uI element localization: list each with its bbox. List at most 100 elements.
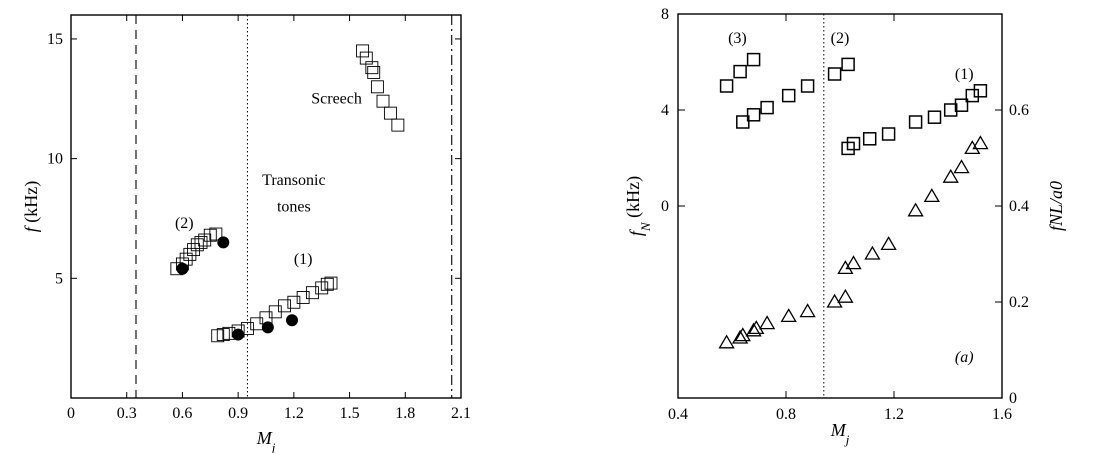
right-square-marker bbox=[733, 64, 747, 79]
right-triangle-marker bbox=[845, 255, 862, 270]
left-square-marker bbox=[365, 61, 379, 75]
left-square-marker bbox=[187, 243, 201, 257]
right-square-marker bbox=[943, 103, 958, 117]
left-filled-circle-marker bbox=[176, 262, 189, 275]
right-square-marker bbox=[746, 108, 761, 122]
left-panel: 0 0.3 0.6 0.9 1.2 1.5 1.8 2.1 5 10 15 (2) Transonic t… bbox=[21, 14, 471, 453]
right-square-marker bbox=[954, 98, 969, 112]
left-square-marker bbox=[367, 65, 381, 79]
right-triangle-marker bbox=[745, 322, 762, 337]
right-triangle-marker bbox=[907, 202, 924, 217]
left-filled-circle-marker bbox=[217, 236, 230, 249]
left-x-tick-label: 0.9 bbox=[228, 405, 248, 422]
right-square-marker bbox=[736, 115, 750, 129]
right-square-marker bbox=[719, 79, 734, 93]
left-annotation: tones bbox=[277, 198, 311, 215]
left-square-marker bbox=[278, 299, 292, 313]
left-square-marker bbox=[391, 118, 405, 132]
right-y-tick-label: 0 bbox=[661, 198, 669, 215]
right-triangle-marker bbox=[734, 327, 751, 342]
left-x-tick-label: 2.1 bbox=[451, 405, 471, 422]
right-square-marker bbox=[965, 88, 980, 103]
left-x-tick-label: 0.3 bbox=[117, 405, 137, 422]
left-y-tick-label: 5 bbox=[55, 270, 63, 287]
right-x-tick-label: 1.6 bbox=[992, 406, 1012, 423]
left-square-marker bbox=[324, 276, 338, 290]
left-square-marker bbox=[190, 238, 204, 252]
right-triangle-marker bbox=[972, 135, 989, 150]
right-annotation: (3) bbox=[728, 30, 747, 47]
left-x-tick-label: 1.8 bbox=[395, 405, 415, 422]
right-triangle-marker bbox=[880, 236, 897, 251]
left-annotation: Transonic bbox=[262, 172, 325, 189]
right-y2-tick-label: 0.2 bbox=[1009, 294, 1029, 311]
left-x-tick-label: 0.6 bbox=[172, 405, 192, 422]
right-square-marker bbox=[841, 57, 855, 72]
left-filled-circle-marker bbox=[232, 328, 245, 341]
left-x-axis-label: Mj bbox=[256, 428, 276, 453]
right-y2-tick-label: 0.6 bbox=[1009, 102, 1029, 119]
left-annotation: (2) bbox=[175, 215, 194, 232]
right-triangle-marker bbox=[923, 188, 940, 203]
right-square-marker bbox=[846, 136, 861, 151]
right-triangle-marker bbox=[758, 315, 776, 330]
right-triangle-marker bbox=[731, 329, 749, 344]
right-y2-tick-label: 0 bbox=[1009, 390, 1017, 407]
right-triangle-marker bbox=[718, 334, 735, 349]
left-annotation: Screech bbox=[311, 91, 362, 108]
right-square-marker bbox=[927, 110, 942, 124]
right-triangle-marker bbox=[942, 168, 959, 183]
right-triangle-marker bbox=[864, 245, 881, 260]
right-triangle-marker bbox=[780, 308, 797, 323]
right-x-tick-label: 0.4 bbox=[668, 406, 688, 423]
left-y-axis-label: f (kHz) bbox=[21, 181, 42, 233]
left-x-tick-label: 1.2 bbox=[284, 405, 304, 422]
right-annotation: (2) bbox=[831, 30, 850, 47]
right-triangle-marker bbox=[748, 320, 765, 335]
left-y-tick-label: 10 bbox=[47, 151, 63, 168]
right-square-marker bbox=[973, 84, 988, 98]
right-square-marker bbox=[760, 100, 774, 115]
left-square-marker bbox=[296, 291, 310, 304]
right-y-tick-label: 4 bbox=[661, 102, 669, 119]
left-square-marker bbox=[320, 277, 334, 291]
right-x-axis-label: Mj bbox=[830, 420, 850, 447]
left-square-marker bbox=[240, 322, 254, 336]
right-triangle-marker bbox=[964, 140, 981, 155]
right-x-tick-label: 0.8 bbox=[776, 406, 796, 423]
right-square-marker bbox=[881, 127, 896, 141]
right-triangle-marker bbox=[953, 159, 970, 174]
right-triangle-marker bbox=[837, 260, 854, 275]
right-square-marker bbox=[827, 67, 842, 81]
right-y2-tick-label: 0.4 bbox=[1009, 198, 1029, 215]
left-square-marker bbox=[194, 235, 208, 249]
right-square-marker bbox=[800, 79, 815, 93]
left-square-marker bbox=[383, 106, 397, 120]
left-filled-circle-marker bbox=[261, 321, 274, 334]
right-square-marker bbox=[862, 132, 877, 146]
left-square-marker bbox=[356, 44, 370, 58]
left-square-marker bbox=[209, 227, 223, 241]
left-filled-circle-marker bbox=[286, 314, 298, 327]
right-y2-axis-label: fNL/a0 bbox=[1046, 181, 1066, 231]
right-square-marker bbox=[781, 88, 796, 103]
right-triangle-marker bbox=[837, 288, 854, 303]
left-square-marker bbox=[287, 295, 301, 309]
right-square-marker bbox=[746, 52, 761, 67]
right-square-marker bbox=[908, 115, 923, 129]
right-annotation: (a) bbox=[955, 349, 974, 366]
left-plot-frame bbox=[70, 14, 462, 399]
left-square-marker bbox=[370, 80, 384, 94]
left-annotation: (1) bbox=[294, 251, 313, 268]
left-x-tick-label: 1.5 bbox=[340, 405, 360, 422]
right-triangle-marker bbox=[799, 303, 816, 318]
left-square-marker bbox=[183, 247, 197, 261]
right-y-axis-label: fN (kHz) bbox=[623, 176, 653, 236]
right-x-tick-label: 1.2 bbox=[884, 406, 904, 423]
right-y-tick-label: 8 bbox=[661, 6, 669, 23]
right-triangle-marker bbox=[826, 293, 843, 308]
left-x-tick-label: 0 bbox=[67, 405, 75, 422]
left-square-marker bbox=[305, 286, 319, 300]
left-square-marker bbox=[376, 94, 390, 108]
